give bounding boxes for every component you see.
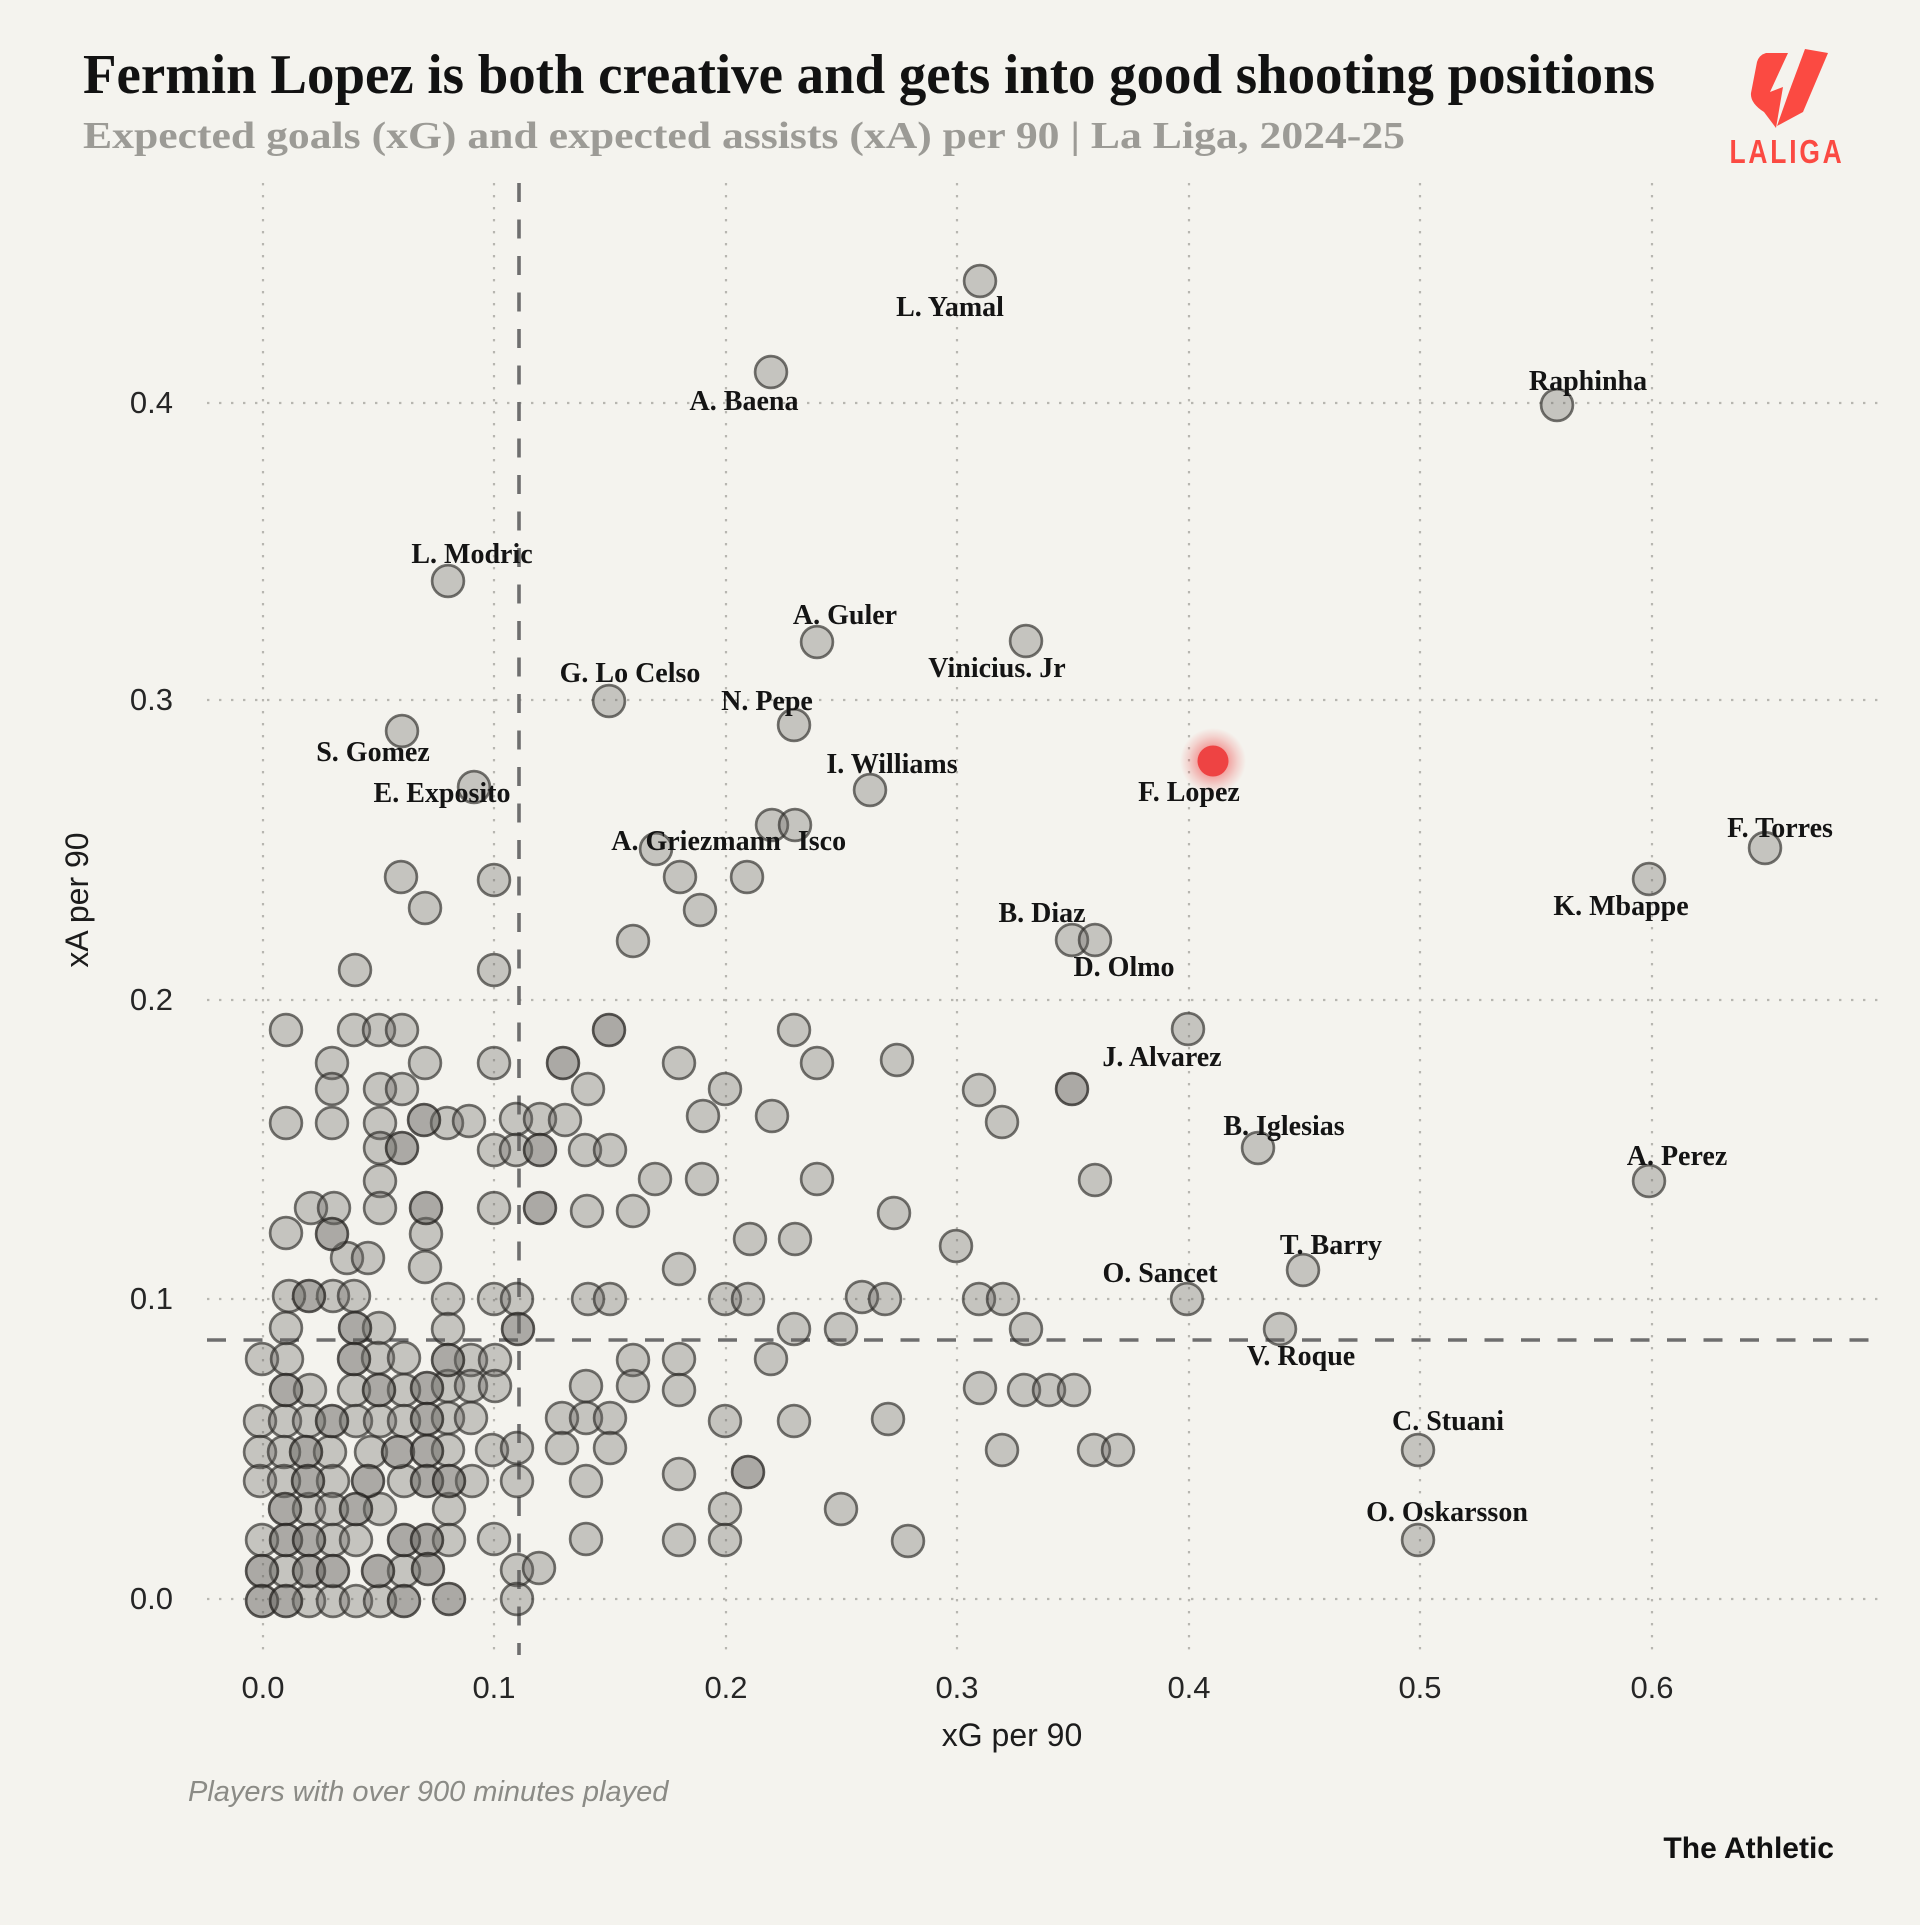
svg-text:The Athletic: The Athletic <box>1663 1832 1834 1865</box>
svg-text:0.2: 0.2 <box>704 1670 747 1705</box>
svg-text:O. Sancet: O. Sancet <box>1102 1258 1218 1289</box>
svg-text:K. Mbappe: K. Mbappe <box>1553 891 1688 922</box>
svg-text:D. Olmo: D. Olmo <box>1073 952 1174 983</box>
svg-text:0.1: 0.1 <box>472 1670 515 1705</box>
svg-text:L. Modric: L. Modric <box>411 539 532 570</box>
svg-text:0.6: 0.6 <box>1630 1670 1673 1705</box>
svg-text:Raphinha: Raphinha <box>1529 366 1647 397</box>
svg-text:B. Diaz: B. Diaz <box>998 898 1085 929</box>
svg-text:0.0: 0.0 <box>130 1581 173 1616</box>
svg-text:B. Iglesias: B. Iglesias <box>1223 1111 1344 1142</box>
svg-text:Players with over 900 minutes: Players with over 900 minutes played <box>188 1776 669 1808</box>
svg-text:0.3: 0.3 <box>130 682 173 717</box>
svg-text:A. Baena: A. Baena <box>690 386 799 417</box>
svg-text:N. Pepe: N. Pepe <box>721 686 813 717</box>
svg-text:T. Barry: T. Barry <box>1280 1230 1382 1261</box>
svg-text:0.0: 0.0 <box>241 1670 284 1705</box>
svg-text:J. Alvarez: J. Alvarez <box>1102 1042 1221 1073</box>
svg-text:0.5: 0.5 <box>1398 1670 1441 1705</box>
svg-text:0.3: 0.3 <box>935 1670 978 1705</box>
svg-text:L. Yamal: L. Yamal <box>896 292 1004 323</box>
svg-text:A. Perez: A. Perez <box>1627 1141 1728 1172</box>
svg-text:xG per 90: xG per 90 <box>942 1717 1083 1753</box>
svg-text:0.2: 0.2 <box>130 982 173 1017</box>
svg-text:Isco: Isco <box>798 826 846 857</box>
svg-text:F. Torres: F. Torres <box>1727 813 1833 844</box>
svg-text:Vinicius. Jr: Vinicius. Jr <box>928 653 1065 684</box>
svg-text:E. Exposito: E. Exposito <box>374 778 511 809</box>
svg-text:V. Roque: V. Roque <box>1247 1341 1355 1372</box>
svg-text:Fermin Lopez is both creative: Fermin Lopez is both creative and gets i… <box>83 44 1655 106</box>
svg-text:0.4: 0.4 <box>130 385 173 420</box>
svg-text:0.4: 0.4 <box>1167 1670 1210 1705</box>
svg-text:F. Lopez: F. Lopez <box>1138 777 1240 808</box>
svg-text:S. Gomez: S. Gomez <box>316 737 430 768</box>
svg-text:I. Williams: I. Williams <box>826 749 957 780</box>
svg-text:LALIGA: LALIGA <box>1729 134 1844 170</box>
svg-text:Expected goals (xG) and expect: Expected goals (xG) and expected assists… <box>83 115 1405 157</box>
svg-text:A. Griezmann: A. Griezmann <box>611 826 781 857</box>
svg-text:G. Lo Celso: G. Lo Celso <box>560 658 701 689</box>
svg-text:A. Guler: A. Guler <box>793 600 897 631</box>
svg-text:xA per 90: xA per 90 <box>59 832 95 967</box>
svg-text:0.1: 0.1 <box>130 1281 173 1316</box>
svg-text:C. Stuani: C. Stuani <box>1392 1406 1504 1437</box>
svg-text:O. Oskarsson: O. Oskarsson <box>1366 1497 1528 1528</box>
